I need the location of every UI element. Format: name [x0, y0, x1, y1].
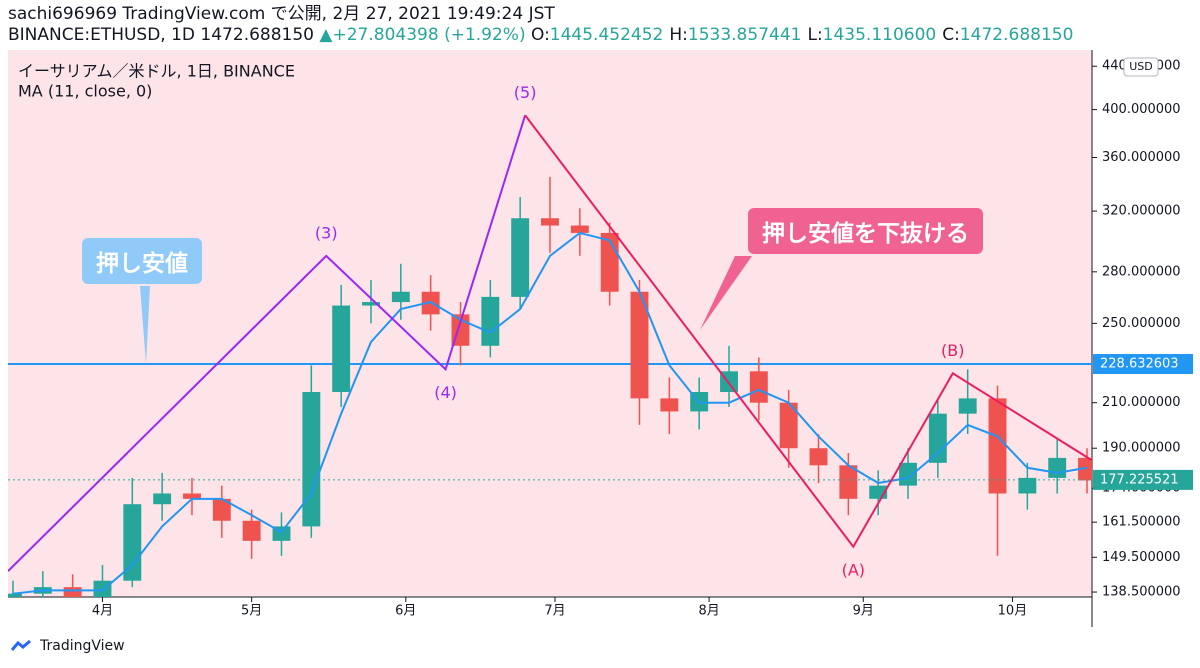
candle-body [332, 305, 351, 392]
candle-body [660, 398, 679, 412]
x-tick-label: 5月 [241, 604, 262, 619]
callout-pointer [140, 286, 150, 365]
y-tick-label: 280.000000 [1102, 264, 1181, 279]
x-tick-label: 10月 [998, 604, 1028, 619]
candle-body [630, 291, 649, 399]
candle-body [988, 398, 1007, 494]
wave-line [8, 114, 527, 572]
quote-line: BINANCE:ETHUSD, 1D 1472.688150 ▲+27.8043… [8, 25, 1079, 46]
y-tick-label: 138.500000 [1102, 585, 1181, 600]
candle-body [570, 225, 589, 233]
candle-body [958, 398, 977, 414]
hline-label: 228.632603 [1100, 357, 1179, 372]
y-tick-label: 320.000000 [1102, 204, 1181, 219]
callout-blue: 押し安値 [82, 238, 202, 284]
y-tick-label: 149.500000 [1102, 550, 1181, 565]
y-tick-label: 360.000000 [1102, 150, 1181, 165]
header: sachi696969 TradingView.com で公開, 2月 27, … [8, 4, 1079, 46]
last-price-label: 177.225521 [1100, 472, 1179, 487]
y-tick-label: 250.000000 [1102, 316, 1181, 331]
x-tick-label: 7月 [544, 604, 565, 619]
candle-body [928, 413, 947, 463]
y-tick-label: 190.000000 [1102, 441, 1181, 456]
candle-body [809, 448, 828, 466]
legend-symbol: イーサリアム／米ドル, 1日, BINANCE [18, 62, 295, 81]
candle-body [839, 465, 858, 499]
wave-label: (3) [315, 223, 338, 242]
legend-ma: MA (11, close, 0) [18, 82, 152, 101]
wave-label: (B) [941, 341, 964, 360]
plot-background [8, 50, 1092, 597]
candle-body [123, 504, 142, 581]
publish-line: sachi696969 TradingView.com で公開, 2月 27, … [8, 4, 555, 24]
logo [10, 639, 31, 651]
currency: USD [1129, 60, 1153, 73]
candle-body [212, 498, 231, 521]
candle-body [541, 218, 559, 226]
callout-pointer [700, 256, 752, 330]
ohlc-value: 1472.688150 [959, 25, 1074, 45]
wave-line [524, 114, 1092, 549]
wave-label: (4) [434, 383, 457, 402]
x-tick-label: 8月 [698, 604, 719, 619]
candle-body [63, 587, 82, 597]
y-tick-label: 400.000000 [1102, 102, 1181, 117]
y-tick-label: 161.500000 [1102, 515, 1181, 530]
x-tick-label: 6月 [395, 604, 416, 619]
brand: TradingView [40, 638, 125, 654]
ohlc: O:1445.452452 H:1533.857441 L:1435.110600 C… [531, 25, 1079, 45]
ohlc-key: H: [669, 25, 688, 45]
wave-label: (5) [514, 83, 537, 102]
symbol: BINANCE:ETHUSD, 1D 1472.688150 [8, 25, 314, 45]
callout-pink: 押し安値を下抜ける [748, 208, 983, 254]
x-tick-label: 9月 [853, 604, 874, 619]
candle-body [153, 493, 172, 505]
ma-line [12, 231, 1088, 595]
plot [8, 114, 1092, 597]
candle-body [1018, 477, 1037, 494]
ohlc-key: C: [942, 25, 960, 45]
ohlc-value: 1445.452452 [549, 25, 664, 45]
candle-body [183, 493, 201, 499]
x-tick-label: 4月 [92, 604, 113, 619]
ohlc-value: 1533.857441 [687, 25, 802, 45]
footer: TradingView [10, 638, 125, 654]
candle-body [362, 302, 380, 306]
arrow: ▲ [319, 25, 333, 45]
candle-body [779, 402, 798, 449]
candle-body [302, 391, 321, 527]
candle-body [1078, 457, 1092, 481]
ohlc-key: O: [530, 25, 550, 45]
wave-label: (A) [842, 560, 865, 579]
candle-body [899, 462, 917, 486]
candle-body [1048, 457, 1067, 478]
candle-body [481, 296, 500, 346]
candle-body [93, 580, 112, 597]
currency-button [1123, 57, 1159, 77]
ohlc-key: L: [807, 25, 823, 45]
candle-body [242, 520, 261, 541]
ohlc-value: 1435.110600 [822, 25, 937, 45]
candle-body [749, 371, 768, 403]
y-tick-label: 210.000000 [1102, 395, 1181, 410]
candle-body [511, 218, 530, 297]
hline-label-bg [1093, 354, 1193, 375]
candle-body [391, 291, 410, 303]
change: +27.804398 (+1.92%) [332, 25, 526, 45]
candle-body [8, 593, 22, 597]
last-price-label-bg [1093, 469, 1193, 490]
